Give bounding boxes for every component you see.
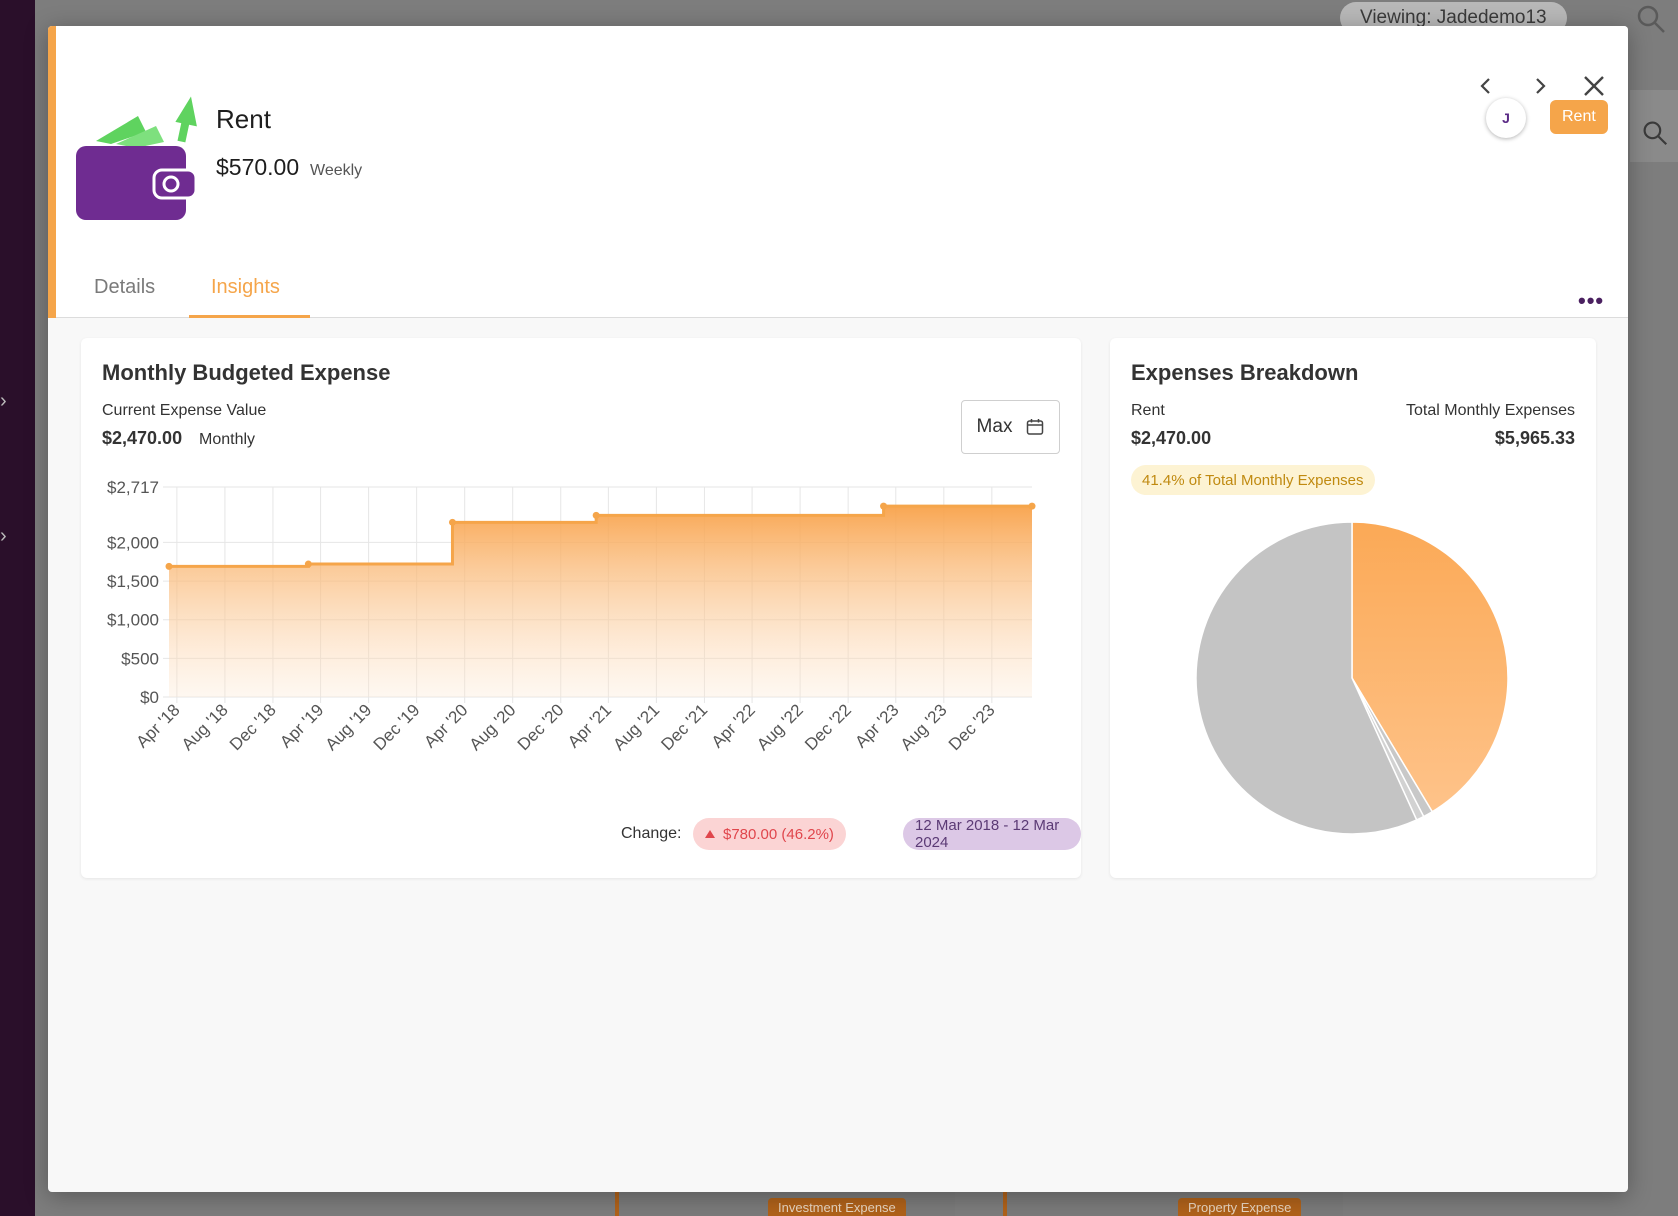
chevron-left-icon (1480, 78, 1490, 94)
expenses-pie-chart (1195, 521, 1509, 835)
expense-title: Rent (216, 104, 271, 134)
pie-slice[interactable] (1351, 521, 1509, 813)
expense-frequency: Weekly (310, 162, 363, 179)
area-fill (169, 506, 1032, 697)
x-tick-label: Dec '18 (226, 700, 280, 754)
change-label: Change: (621, 825, 682, 842)
y-tick-label: $1,000 (107, 611, 159, 630)
x-tick-label: Dec '22 (801, 700, 855, 754)
sidebar-expand-icon[interactable]: › (0, 390, 7, 412)
total-monthly-label: Total Monthly Expenses (1406, 402, 1575, 419)
avatar[interactable]: J (1486, 98, 1526, 138)
sidebar-expand-icon[interactable]: › (0, 525, 7, 547)
x-tick-label: Dec '19 (370, 700, 424, 754)
breakdown-item-value: $2,470.00 (1131, 428, 1212, 448)
data-point[interactable] (1028, 502, 1036, 510)
expenses-breakdown-card: Expenses Breakdown Rent $2,470.00 Total … (1110, 338, 1596, 878)
tab-details[interactable]: Details (94, 276, 156, 298)
x-tick-label: Apr '18 (133, 700, 184, 751)
data-point[interactable] (592, 511, 600, 519)
triangle-up-icon (705, 830, 715, 838)
next-button[interactable] (1524, 70, 1556, 102)
x-tick-label: Apr '19 (276, 700, 327, 751)
search-icon[interactable] (1636, 4, 1666, 34)
x-tick-label: Apr '22 (708, 700, 759, 751)
x-tick-label: Dec '20 (514, 700, 568, 754)
y-tick-label: $2,717 (107, 478, 159, 497)
x-tick-label: Aug '22 (753, 700, 807, 754)
background-tag: Investment Expense (768, 1198, 906, 1216)
monthly-expense-chart: $0$500$1,000$1,500$2,000$2,717 Apr '18Au… (107, 478, 1036, 754)
x-tick-label: Dec '23 (945, 700, 999, 754)
card-title: Expenses Breakdown (1131, 360, 1359, 385)
x-tick-label: Aug '21 (609, 700, 663, 754)
calendar-icon (1027, 419, 1044, 435)
close-button[interactable] (1578, 70, 1610, 102)
wallet-icon (76, 96, 198, 220)
data-point[interactable] (304, 560, 312, 568)
current-expense-label: Current Expense Value (102, 402, 267, 419)
percentage-badge: 41.4% of Total Monthly Expenses (1131, 465, 1375, 495)
card-title: Monthly Budgeted Expense (102, 360, 391, 385)
x-tick-label: Apr '23 (851, 700, 902, 751)
category-badge: Rent (1550, 100, 1608, 134)
x-tick-label: Apr '20 (420, 700, 471, 751)
close-icon (1584, 76, 1604, 96)
chevron-right-icon (1536, 78, 1546, 94)
change-badge: $780.00 (46.2%) (693, 818, 846, 850)
previous-button[interactable] (1470, 70, 1502, 102)
date-range-label: Max (976, 416, 1013, 437)
x-tick-label: Apr '21 (564, 700, 615, 751)
x-tick-label: Aug '20 (466, 700, 520, 754)
app-sidebar: › › (0, 0, 35, 1216)
breakdown-item-label: Rent (1131, 402, 1165, 419)
total-monthly-value: $5,965.33 (1494, 428, 1575, 448)
y-tick-label: $500 (121, 649, 159, 668)
modal-accent-bar (48, 26, 56, 318)
y-tick-label: $1,500 (107, 572, 159, 591)
data-point[interactable] (880, 502, 888, 510)
current-expense-period: Monthly (199, 431, 256, 448)
data-point[interactable] (448, 518, 456, 526)
x-tick-label: Aug '23 (897, 700, 951, 754)
expense-modal: Rent $570.00 Weekly J Rent Details Insig… (48, 26, 1628, 1192)
y-tick-label: $2,000 (107, 533, 159, 552)
change-value: $780.00 (46.2%) (723, 825, 834, 843)
data-point[interactable] (165, 562, 173, 570)
active-tab-indicator (189, 315, 310, 318)
date-range-button[interactable]: Max (961, 400, 1060, 454)
date-range-badge: 12 Mar 2018 - 12 Mar 2024 (903, 817, 1081, 851)
search-icon[interactable] (1642, 120, 1668, 146)
pie-slice[interactable] (1195, 521, 1418, 835)
x-tick-label: Aug '18 (178, 700, 232, 754)
current-expense-value: $2,470.00 (102, 428, 183, 448)
modal-header (48, 26, 1628, 318)
tab-insights[interactable]: Insights (211, 276, 280, 298)
more-options-icon[interactable]: ••• (1578, 288, 1605, 313)
x-tick-label: Aug '19 (322, 700, 376, 754)
y-tick-label: $0 (140, 688, 159, 707)
x-tick-label: Dec '21 (657, 700, 711, 754)
background-tag: Property Expense (1178, 1198, 1302, 1216)
monthly-budgeted-expense-card: Monthly Budgeted Expense Current Expense… (81, 338, 1081, 878)
expense-amount: $570.00 (216, 154, 300, 180)
background-panel (1630, 90, 1678, 162)
